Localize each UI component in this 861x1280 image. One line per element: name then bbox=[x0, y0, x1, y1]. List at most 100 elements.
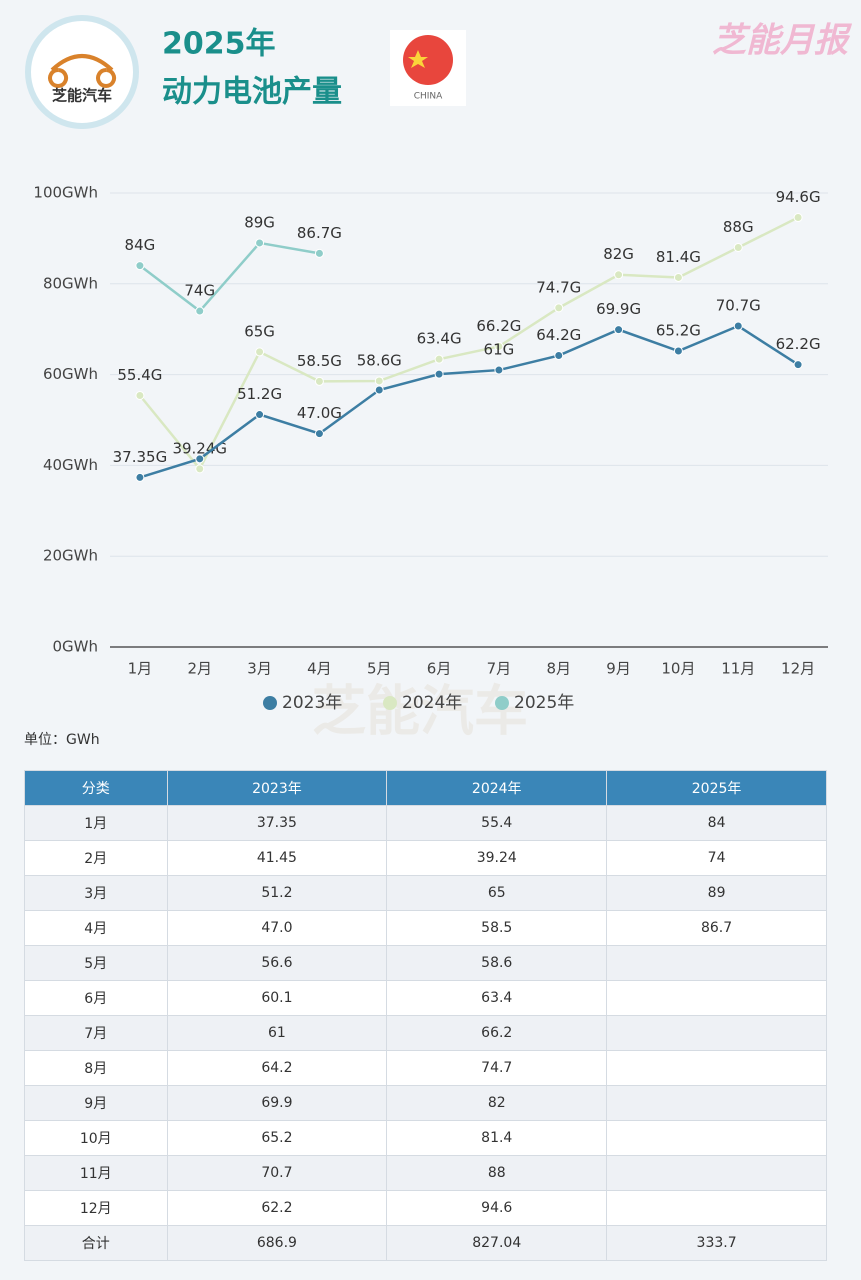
data-label: 86.7G bbox=[297, 224, 342, 242]
legend-swatch bbox=[383, 696, 397, 710]
cell bbox=[606, 1085, 827, 1121]
cell: 合计 bbox=[24, 1225, 168, 1261]
row: 9月 69.9 82 bbox=[24, 1085, 827, 1121]
point bbox=[314, 248, 324, 258]
x-tick-label: 6月 bbox=[427, 660, 452, 678]
cell: 56.6 bbox=[166, 945, 388, 981]
cell: 37.35 bbox=[166, 805, 388, 841]
data-label: 63.4G bbox=[417, 330, 462, 348]
cell: 66.2 bbox=[386, 1015, 608, 1051]
point bbox=[135, 390, 145, 400]
x-tick-label: 4月 bbox=[307, 660, 332, 678]
point bbox=[554, 351, 564, 361]
data-label: 69.9G bbox=[596, 300, 641, 318]
point bbox=[733, 321, 743, 331]
point bbox=[614, 270, 624, 280]
data-label: 65.2G bbox=[656, 321, 701, 339]
row: 5月 56.6 58.6 bbox=[24, 945, 827, 981]
flag-star bbox=[408, 50, 428, 68]
row: 4月 47.0 58.5 86.7 bbox=[24, 910, 827, 946]
x-tick-label: 8月 bbox=[546, 660, 571, 678]
point bbox=[255, 238, 265, 248]
data-label: 37.35G bbox=[113, 448, 168, 466]
point bbox=[434, 369, 444, 379]
y-tick-label: 100GWh bbox=[33, 184, 98, 202]
y-tick-label: 60GWh bbox=[43, 365, 98, 383]
cell: 55.4 bbox=[386, 805, 608, 841]
point bbox=[255, 410, 265, 420]
cell: 41.45 bbox=[166, 840, 388, 876]
cell: 63.4 bbox=[386, 980, 608, 1016]
data-label: 70.7G bbox=[716, 297, 761, 315]
series-line bbox=[139, 241, 320, 313]
x-tick-label: 3月 bbox=[247, 660, 272, 678]
cell: 827.04 bbox=[386, 1225, 608, 1261]
cell: 65.2 bbox=[166, 1120, 388, 1156]
point bbox=[554, 303, 564, 313]
x-tick-label: 12月 bbox=[781, 660, 815, 678]
cell: 65 bbox=[386, 875, 608, 911]
x-tick-label: 7月 bbox=[487, 660, 512, 678]
flag-label: CHINA bbox=[414, 92, 443, 102]
row: 6月 60.1 63.4 bbox=[24, 980, 827, 1016]
point bbox=[195, 306, 205, 316]
header-cell: 2023年 bbox=[166, 770, 388, 806]
point bbox=[314, 376, 324, 386]
cell: 8月 bbox=[24, 1050, 168, 1086]
y-tick-label: 80GWh bbox=[43, 274, 98, 292]
row: 10月 65.2 81.4 bbox=[24, 1120, 827, 1156]
cell: 7月 bbox=[24, 1015, 168, 1051]
data-label: 66.2G bbox=[476, 317, 521, 335]
cell: 74 bbox=[606, 840, 827, 876]
cell: 9月 bbox=[24, 1085, 168, 1121]
legend-label: 2024年 bbox=[402, 693, 462, 713]
cell bbox=[606, 1155, 827, 1191]
x-tick-label: 9月 bbox=[606, 660, 631, 678]
legend-label: 2025年 bbox=[514, 693, 574, 713]
cell: 1月 bbox=[24, 805, 168, 841]
cell: 61 bbox=[166, 1015, 388, 1051]
cell: 81.4 bbox=[386, 1120, 608, 1156]
legend-swatch bbox=[495, 696, 509, 710]
point bbox=[195, 454, 205, 464]
series-line bbox=[139, 324, 799, 479]
data-label: 74.7G bbox=[536, 278, 581, 296]
legend-label: 2023年 bbox=[282, 693, 342, 713]
row: 11月 70.7 88 bbox=[24, 1155, 827, 1191]
row: 7月 61 66.2 bbox=[24, 1015, 827, 1051]
legend-swatch bbox=[263, 696, 277, 710]
x-tick-label: 5月 bbox=[367, 660, 392, 678]
header-cell: 2024年 bbox=[386, 770, 608, 806]
title: 2025年 bbox=[162, 27, 276, 62]
point bbox=[374, 376, 384, 386]
data-label: 61G bbox=[484, 341, 515, 359]
unit-note: 单位：GWh bbox=[24, 732, 100, 748]
cell: 70.7 bbox=[166, 1155, 388, 1191]
cell bbox=[606, 980, 827, 1016]
row: 2月 41.45 39.24 74 bbox=[24, 840, 827, 876]
y-tick-label: 0GWh bbox=[52, 638, 98, 656]
data-label: 89G bbox=[244, 213, 275, 231]
cell: 4月 bbox=[24, 910, 168, 946]
cell: 3月 bbox=[24, 875, 168, 911]
cell bbox=[606, 1120, 827, 1156]
cell: 686.9 bbox=[166, 1225, 388, 1261]
chart: 芝能汽车 2025年 动力电池产量 CHINA 芝能月报 芝能汽车 单位：GWh… bbox=[24, 15, 853, 748]
data-label: 74G bbox=[184, 282, 215, 300]
data-label: 94.6G bbox=[776, 188, 821, 206]
cell: 84 bbox=[606, 805, 827, 841]
row: 1月 37.35 55.4 84 bbox=[24, 805, 827, 841]
point bbox=[793, 213, 803, 223]
cell: 58.6 bbox=[386, 945, 608, 981]
cell: 62.2 bbox=[166, 1190, 388, 1226]
cell bbox=[606, 1050, 827, 1086]
cell bbox=[606, 945, 827, 981]
cell bbox=[606, 1190, 827, 1226]
cell bbox=[606, 1015, 827, 1051]
cell: 10月 bbox=[24, 1120, 168, 1156]
point bbox=[733, 242, 743, 252]
data-label: 65G bbox=[244, 322, 275, 340]
point bbox=[135, 261, 145, 271]
cell: 58.5 bbox=[386, 910, 608, 946]
